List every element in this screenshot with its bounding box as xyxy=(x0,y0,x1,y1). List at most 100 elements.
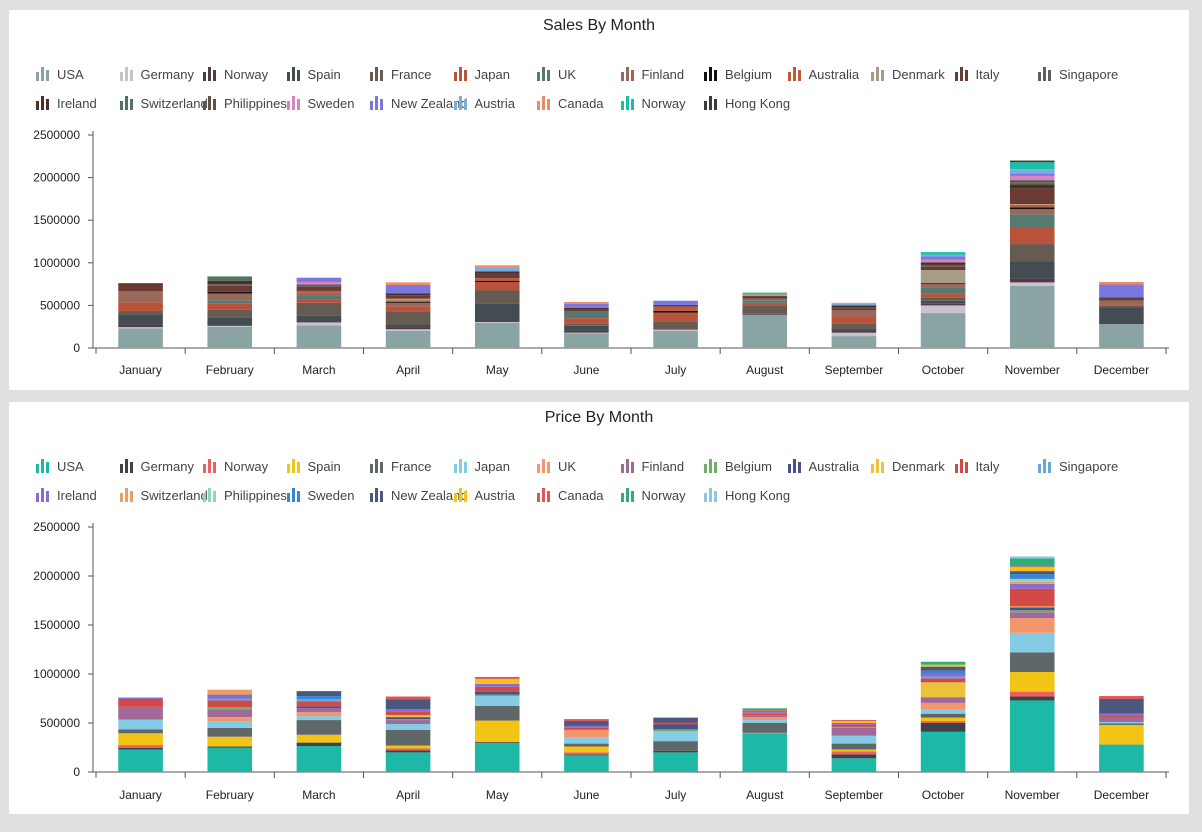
bar-segment[interactable] xyxy=(920,661,966,665)
bar-segment[interactable] xyxy=(742,710,788,713)
bar-segment[interactable] xyxy=(385,302,431,307)
bar-segment[interactable] xyxy=(474,267,520,272)
bar-segment[interactable] xyxy=(207,709,253,718)
bar-segment[interactable] xyxy=(207,280,253,285)
bar-segment[interactable] xyxy=(385,298,431,301)
bar-segment[interactable] xyxy=(1099,717,1144,723)
bar-segment[interactable] xyxy=(1009,558,1055,567)
bar-segment[interactable] xyxy=(742,296,788,299)
bar-segment[interactable] xyxy=(1009,160,1055,163)
legend-item[interactable]: Hong Kong xyxy=(703,486,790,504)
bar-segment[interactable] xyxy=(564,323,609,326)
bar-segment[interactable] xyxy=(1099,284,1144,298)
legend-item[interactable]: Switzerland xyxy=(119,486,208,504)
bar-segment[interactable] xyxy=(1009,209,1055,215)
bar-segment[interactable] xyxy=(1009,632,1055,653)
bar-segment[interactable] xyxy=(474,691,520,695)
bar-segment[interactable] xyxy=(1099,744,1144,772)
legend-item[interactable]: France xyxy=(369,457,453,475)
bar-segment[interactable] xyxy=(296,708,342,713)
legend-item[interactable]: Norway xyxy=(202,457,286,475)
bar-segment[interactable] xyxy=(296,734,342,743)
bar-segment[interactable] xyxy=(296,712,342,717)
bar-segment[interactable] xyxy=(1009,606,1055,608)
bar-segment[interactable] xyxy=(1009,204,1055,205)
bar-segment[interactable] xyxy=(653,310,698,313)
bar-segment[interactable] xyxy=(1009,175,1055,181)
bar-segment[interactable] xyxy=(1009,578,1055,582)
bar-segment[interactable] xyxy=(474,273,520,279)
bar-segment[interactable] xyxy=(653,321,698,330)
bar-segment[interactable] xyxy=(920,721,966,723)
legend-item[interactable]: Spain xyxy=(286,457,370,475)
legend-item[interactable]: Spain xyxy=(286,65,370,83)
bar-segment[interactable] xyxy=(653,750,698,753)
bar-segment[interactable] xyxy=(118,729,163,734)
bar-segment[interactable] xyxy=(920,666,966,671)
bar-segment[interactable] xyxy=(207,317,253,326)
bar-segment[interactable] xyxy=(1009,207,1055,210)
bar-segment[interactable] xyxy=(385,311,431,325)
legend-item[interactable]: Finland xyxy=(620,457,704,475)
legend-item[interactable]: Australia xyxy=(787,457,871,475)
bar-segment[interactable] xyxy=(831,727,877,736)
bar-segment[interactable] xyxy=(1099,724,1144,745)
bar-segment[interactable] xyxy=(296,698,342,702)
bar-segment[interactable] xyxy=(296,325,342,348)
bar-segment[interactable] xyxy=(742,302,788,306)
bar-segment[interactable] xyxy=(385,300,431,302)
bar-segment[interactable] xyxy=(474,278,520,281)
legend-item[interactable]: Austria xyxy=(453,94,537,112)
bar-segment[interactable] xyxy=(920,717,966,722)
bar-segment[interactable] xyxy=(474,742,520,744)
bar-segment[interactable] xyxy=(207,698,253,701)
bar-segment[interactable] xyxy=(920,270,966,283)
bar-segment[interactable] xyxy=(1099,324,1144,348)
legend-item[interactable]: Japan xyxy=(453,457,537,475)
bar-segment[interactable] xyxy=(920,303,966,306)
legend-item[interactable]: Italy xyxy=(954,457,1038,475)
bar-segment[interactable] xyxy=(920,297,966,301)
legend-item[interactable]: Hong Kong xyxy=(703,94,790,112)
bar-segment[interactable] xyxy=(1009,672,1055,692)
bar-segment[interactable] xyxy=(653,722,698,725)
bar-segment[interactable] xyxy=(385,282,431,285)
bar-segment[interactable] xyxy=(385,699,431,710)
bar-segment[interactable] xyxy=(474,705,520,721)
bar-segment[interactable] xyxy=(207,700,253,708)
bar-segment[interactable] xyxy=(296,746,342,772)
legend-item[interactable]: UK xyxy=(536,457,620,475)
bar-segment[interactable] xyxy=(564,727,609,730)
bar-segment[interactable] xyxy=(207,326,253,348)
bar-segment[interactable] xyxy=(296,701,342,707)
bar-segment[interactable] xyxy=(831,308,877,310)
bar-segment[interactable] xyxy=(653,304,698,307)
bar-segment[interactable] xyxy=(385,329,431,331)
bar-segment[interactable] xyxy=(1009,610,1055,613)
legend-item[interactable]: Canada xyxy=(536,486,620,504)
bar-segment[interactable] xyxy=(742,313,788,315)
bar-segment[interactable] xyxy=(296,696,342,699)
bar-segment[interactable] xyxy=(564,307,609,310)
bar-segment[interactable] xyxy=(207,325,253,327)
bar-segment[interactable] xyxy=(1099,305,1144,308)
bar-segment[interactable] xyxy=(920,676,966,679)
bar-segment[interactable] xyxy=(1099,713,1144,716)
bar-segment[interactable] xyxy=(1009,162,1055,170)
bar-segment[interactable] xyxy=(1009,567,1055,572)
bar-segment[interactable] xyxy=(385,723,431,730)
legend-item[interactable]: Finland xyxy=(620,65,704,83)
legend-item[interactable]: Singapore xyxy=(1037,65,1121,83)
bar-segment[interactable] xyxy=(385,752,431,772)
bar-segment[interactable] xyxy=(385,293,431,296)
bar-segment[interactable] xyxy=(296,290,342,293)
bar-segment[interactable] xyxy=(207,303,253,310)
bar-segment[interactable] xyxy=(653,329,698,331)
bar-segment[interactable] xyxy=(742,733,788,772)
bar-segment[interactable] xyxy=(385,301,431,303)
bar-segment[interactable] xyxy=(207,689,253,695)
bar-segment[interactable] xyxy=(1099,696,1144,699)
bar-segment[interactable] xyxy=(1009,556,1055,559)
bar-segment[interactable] xyxy=(296,716,342,721)
bar-segment[interactable] xyxy=(1099,281,1144,285)
